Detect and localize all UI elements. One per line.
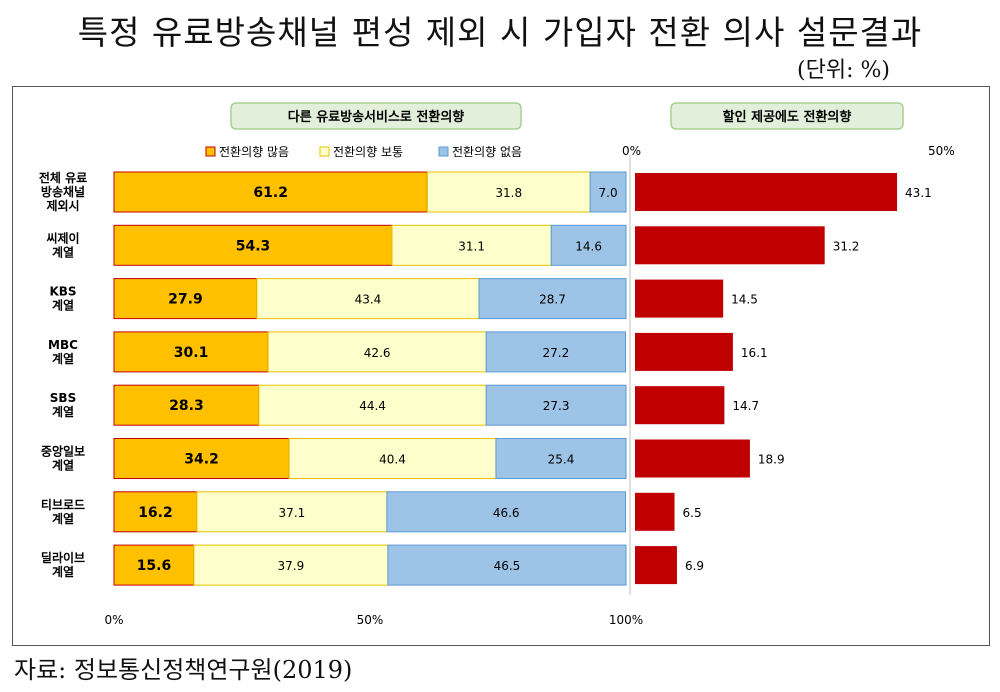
stacked-bar-value: 54.3 (236, 238, 271, 254)
stacked-bar-value: 46.5 (494, 559, 521, 573)
category-label: 중앙일보 (41, 445, 85, 459)
stacked-bar-segment (113, 438, 290, 479)
discount-bar-value: 6.9 (685, 559, 704, 573)
category-label: 계열 (52, 244, 74, 259)
stacked-bar-segment (550, 224, 627, 266)
stacked-bar-value: 28.3 (169, 398, 204, 414)
stacked-bar-value: 14.6 (575, 239, 602, 253)
stacked-bar-segment (196, 491, 388, 533)
stacked-bar-value: 40.4 (379, 453, 406, 467)
stacked-bar-value: 30.1 (174, 345, 209, 361)
category-label: 방송채널 (41, 184, 85, 199)
category-label: KBS (49, 285, 76, 299)
legend-label-1: 전환의향 많음 (219, 145, 289, 159)
source-note: 자료: 정보통신정책연구원(2019) (14, 656, 353, 684)
stacked-bar-value: 37.9 (278, 559, 305, 573)
stacked-bar-segment (485, 384, 627, 426)
discount-bar-value: 18.9 (758, 453, 785, 467)
stacked-bar-segment (391, 224, 552, 266)
stacked-bar-value: 43.4 (355, 293, 382, 307)
stacked-bar-segment (193, 544, 389, 586)
left-axis-tick-0: 0% (104, 613, 123, 627)
discount-bar-value: 14.5 (731, 293, 758, 307)
right-axis-tick-0: 0% (622, 144, 641, 158)
stacked-bar-value: 61.2 (253, 185, 288, 201)
stacked-bar-value: 42.6 (364, 346, 391, 360)
discount-bar (635, 492, 675, 531)
category-label: 계열 (52, 458, 74, 473)
category-label: 씨제이 (46, 230, 79, 245)
stacked-bar-value: 44.4 (359, 399, 386, 413)
stacked-bar-segment (478, 278, 627, 320)
stacked-bar-value: 27.3 (543, 399, 570, 413)
stacked-bar-value: 46.6 (493, 506, 520, 520)
stacked-bar-value: 37.1 (279, 506, 306, 520)
discount-bar (635, 546, 677, 585)
unit-label: (단위: %) (797, 58, 890, 83)
stacked-bar-value: 31.1 (458, 239, 485, 253)
stacked-bar-segment (113, 491, 198, 533)
stacked-bar-value: 28.7 (539, 293, 566, 307)
discount-bar (635, 332, 733, 371)
discount-bar-value: 43.1 (905, 186, 932, 200)
stacked-bar-value: 25.4 (548, 453, 575, 467)
stacked-bar-segment (386, 491, 626, 533)
discount-bar-value: 16.1 (741, 346, 768, 360)
discount-bar-value: 6.5 (683, 506, 702, 520)
category-label: 계열 (52, 298, 74, 313)
stacked-bar-segment (495, 438, 627, 479)
category-label: 계열 (52, 511, 74, 526)
discount-bar (635, 386, 725, 425)
category-label: 계열 (52, 404, 74, 419)
stacked-bar-value: 34.2 (184, 452, 219, 468)
stacked-bar-value: 15.6 (137, 558, 172, 574)
stacked-bar-segment (387, 544, 627, 586)
stacked-bar-value: 31.8 (495, 186, 522, 200)
stacked-bar-segment (258, 384, 487, 426)
legend-swatch-3 (438, 146, 449, 157)
category-label: 계열 (52, 351, 74, 366)
stacked-bar-segment (113, 171, 428, 213)
stacked-bar-value: 7.0 (599, 186, 618, 200)
stacked-bar-value: 27.9 (168, 292, 203, 308)
discount-bar-value: 14.7 (732, 399, 759, 413)
category-label: 딜라이브 (41, 550, 85, 565)
stacked-bar-segment (589, 171, 627, 213)
stacked-bar-segment (113, 384, 260, 426)
right-panel-header-box (670, 102, 904, 130)
left-panel-title: 다른 유료방송서비스로 전환의향 (288, 109, 465, 125)
left-axis-tick-100: 100% (609, 613, 643, 627)
stacked-bar-segment (485, 331, 626, 373)
legend-label-2: 전환의향 보통 (333, 145, 403, 159)
discount-bar (635, 173, 898, 211)
stacked-bar-segment (426, 171, 591, 213)
discount-bar (635, 439, 750, 478)
discount-bar (635, 279, 724, 318)
page-title: 특정 유료방송채널 편성 제외 시 가입자 전환 의사 설문결과 (77, 13, 923, 52)
stacked-bar-value: 27.2 (542, 346, 569, 360)
stacked-bar-segment (267, 331, 487, 373)
legend-swatch-1 (205, 146, 216, 157)
category-label: 전체 유료 (39, 170, 87, 185)
legend-swatch-2 (319, 146, 330, 157)
category-label: SBS (50, 391, 76, 405)
stacked-bar-segment (113, 224, 393, 266)
right-axis-tick-50: 50% (928, 144, 955, 158)
category-label: 제외시 (46, 198, 79, 213)
discount-bar-value: 31.2 (833, 239, 860, 253)
right-panel-title: 할인 제공에도 전환의향 (723, 109, 852, 125)
stacked-bar-value: 16.2 (138, 505, 173, 521)
category-label: 계열 (52, 564, 74, 579)
category-label: 티브로드 (41, 497, 85, 512)
stacked-bar-segment (113, 544, 195, 586)
legend-label-3: 전환의향 없음 (452, 145, 522, 159)
left-panel-header-box (230, 102, 522, 130)
left-axis-tick-50: 50% (357, 613, 384, 627)
category-label: MBC (48, 338, 78, 352)
stacked-bar-segment (288, 438, 497, 479)
discount-bar (635, 226, 825, 265)
